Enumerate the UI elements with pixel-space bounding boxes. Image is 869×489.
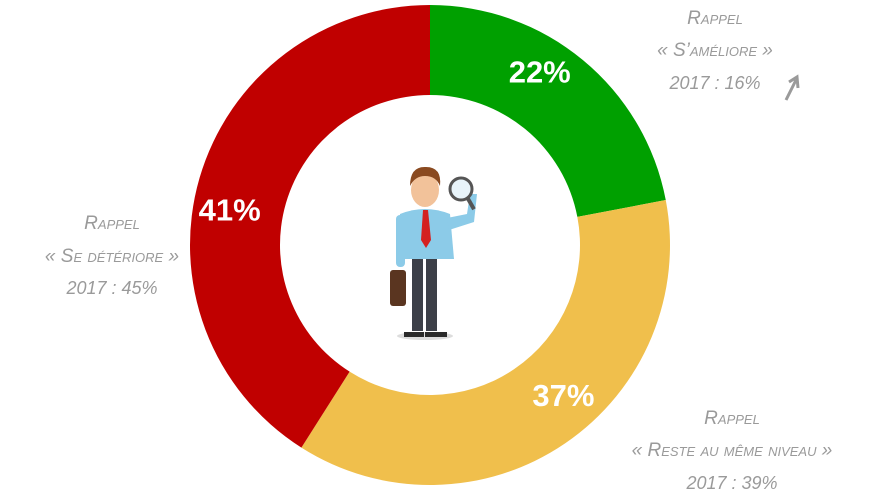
annotation-name: « Se détériore »: [45, 246, 179, 267]
data-label: 41%: [199, 192, 261, 227]
donut: 22% 37% 41%: [190, 5, 671, 486]
up-arrow: [784, 74, 800, 101]
annotation: Rappel « S’améliore » 2017 : 16%: [657, 8, 800, 101]
data-label: 37%: [532, 378, 594, 413]
annotation-title: Rappel: [704, 408, 760, 429]
person-icon: [390, 166, 477, 340]
annotation-name: « Reste au même niveau »: [632, 440, 833, 461]
annotation: Rappel « Reste au même niveau » 2017 : 3…: [632, 408, 833, 489]
annotation-text: 2017 : 39%: [685, 473, 777, 489]
annotation-text: 2017 : 45%: [65, 278, 157, 298]
donut-segment: [190, 5, 430, 448]
donut-segment: [430, 5, 666, 217]
donut-segment: [301, 200, 671, 486]
annotation-title: Rappel: [687, 8, 743, 29]
data-label: 22%: [509, 54, 571, 89]
annotation-text: 2017 : 16%: [668, 73, 760, 93]
annotation: Rappel « Se détériore » 2017 : 45%: [45, 213, 179, 298]
annotation-title: Rappel: [84, 213, 140, 234]
annotation-name: « S’améliore »: [657, 40, 773, 61]
